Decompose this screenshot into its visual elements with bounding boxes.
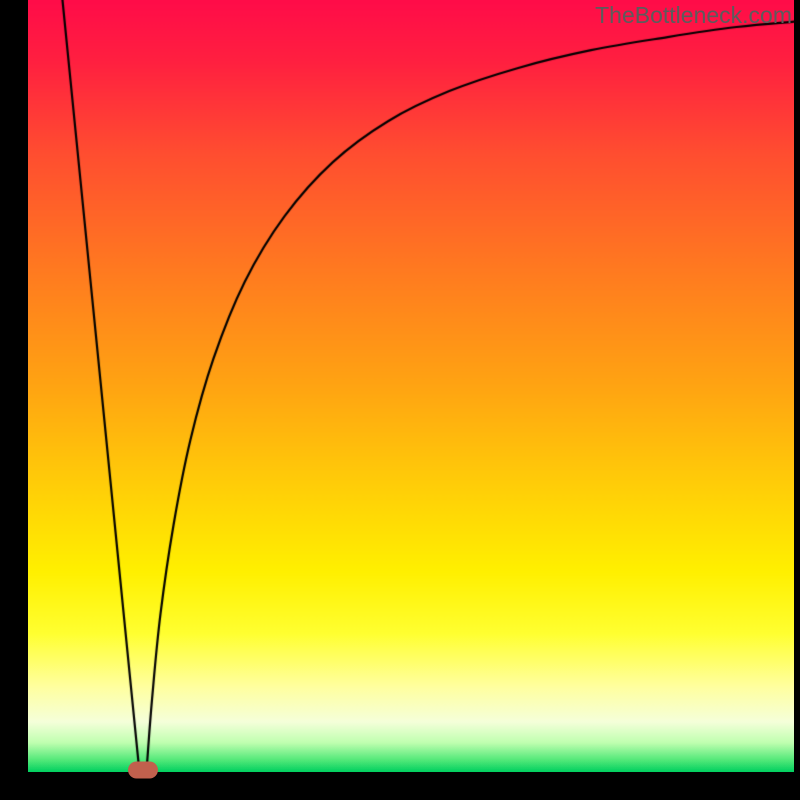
bottleneck-curve <box>28 0 794 772</box>
minimum-marker <box>128 761 158 778</box>
figure-container: TheBottleneck.com <box>0 0 800 800</box>
watermark-text: TheBottleneck.com <box>595 2 792 29</box>
plot-area <box>28 0 794 772</box>
